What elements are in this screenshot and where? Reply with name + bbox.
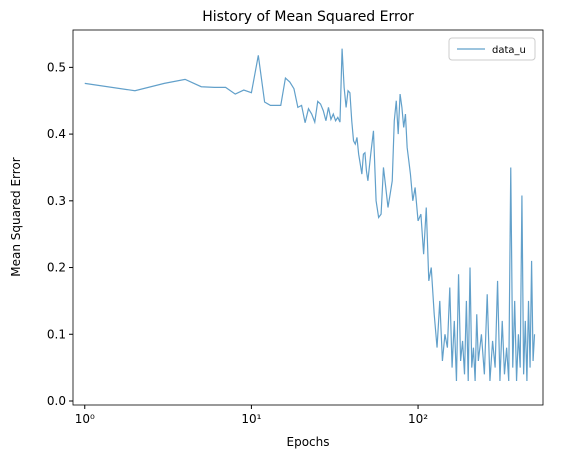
- y-tick-label: 0.0: [47, 394, 66, 408]
- plot-frame: [72, 29, 544, 406]
- y-tick-label: 0.1: [47, 327, 66, 341]
- chart-title: History of Mean Squared Error: [202, 9, 414, 25]
- x-tick-label: 10¹: [241, 412, 261, 426]
- x-tick-label: 10⁰: [75, 412, 95, 426]
- x-axis-label: Epochs: [287, 435, 330, 449]
- data-line: [84, 48, 536, 382]
- legend-label: data_u: [492, 45, 526, 56]
- x-tick-label: 10²: [408, 412, 428, 426]
- y-tick-label: 0.2: [47, 261, 66, 275]
- y-tick-label: 0.3: [47, 194, 66, 208]
- y-tick-label: 0.4: [47, 127, 66, 141]
- legend-box: [448, 37, 536, 61]
- y-tick-label: 0.5: [47, 60, 66, 74]
- y-axis-label: Mean Squared Error: [9, 157, 23, 277]
